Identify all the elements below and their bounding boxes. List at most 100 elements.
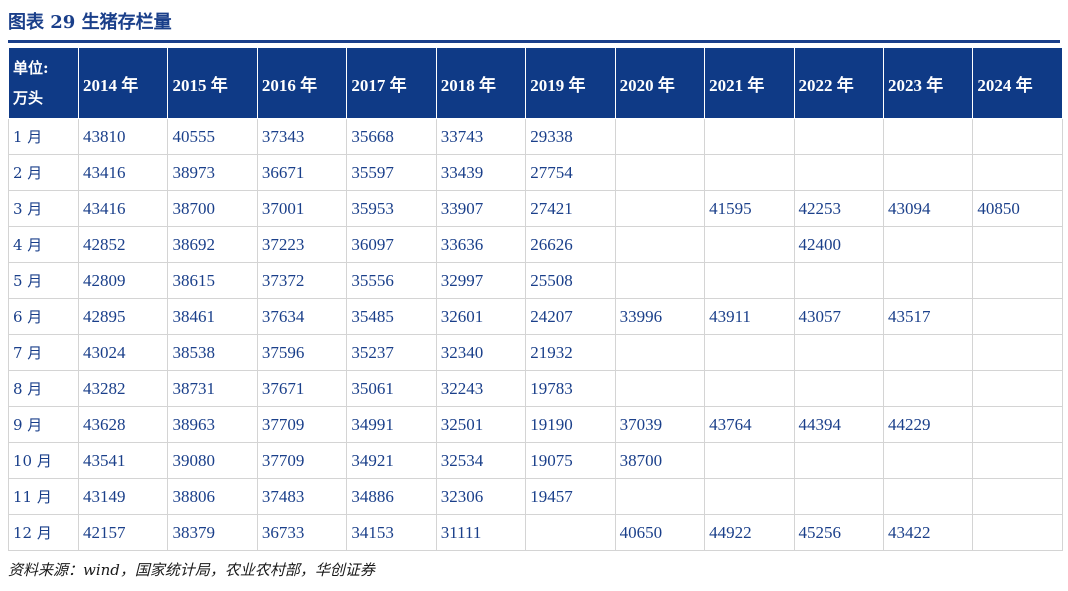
value-cell bbox=[704, 370, 795, 407]
value-cell bbox=[972, 226, 1063, 263]
value-cell: 38461 bbox=[167, 298, 258, 335]
value-cell bbox=[704, 478, 795, 515]
month-label-cell: 11 月 bbox=[8, 478, 79, 515]
value-cell: 43517 bbox=[882, 298, 974, 335]
value-cell bbox=[793, 154, 884, 191]
value-cell: 37634 bbox=[256, 298, 348, 335]
value-cell: 35668 bbox=[346, 118, 437, 155]
value-cell bbox=[972, 514, 1063, 551]
year-header-cell: 2019 年 bbox=[525, 47, 616, 119]
value-cell: 43764 bbox=[704, 406, 795, 443]
table-row: 2 月 43416 38973 36671 35597 33439 27754 bbox=[8, 154, 1063, 191]
value-cell bbox=[614, 154, 706, 191]
value-cell bbox=[972, 154, 1063, 191]
value-cell bbox=[882, 370, 974, 407]
value-cell: 27754 bbox=[525, 154, 616, 191]
value-cell: 38700 bbox=[167, 190, 258, 227]
value-cell: 32997 bbox=[435, 262, 527, 299]
year-header-cell: 2023 年 bbox=[882, 47, 974, 119]
table-body: 1 月 43810 40555 37343 35668 33743 29338 2 月 4341… bbox=[8, 118, 1063, 551]
value-cell: 35237 bbox=[346, 334, 437, 371]
value-cell: 34153 bbox=[346, 514, 437, 551]
value-cell: 43628 bbox=[77, 406, 169, 443]
value-cell: 43057 bbox=[793, 298, 884, 335]
hog-inventory-table: 单位: 万头 2014 年 2015 年 2016 年 2017 年 2018 年 2019… bbox=[8, 47, 1063, 551]
table-row: 6 月 42895 38461 37634 35485 32601 24207 33996 43… bbox=[8, 298, 1063, 335]
value-cell: 43094 bbox=[882, 190, 974, 227]
value-cell: 37001 bbox=[256, 190, 348, 227]
value-cell bbox=[525, 514, 616, 551]
value-cell: 31111 bbox=[435, 514, 527, 551]
year-header-cell: 2020 年 bbox=[614, 47, 706, 119]
month-label-cell: 8 月 bbox=[8, 370, 79, 407]
value-cell bbox=[793, 334, 884, 371]
value-cell bbox=[704, 226, 795, 263]
year-header-cell: 2018 年 bbox=[435, 47, 527, 119]
value-cell: 43911 bbox=[704, 298, 795, 335]
value-cell: 39080 bbox=[167, 442, 258, 479]
value-cell bbox=[882, 154, 974, 191]
value-cell bbox=[793, 478, 884, 515]
value-cell: 26626 bbox=[525, 226, 616, 263]
year-header-cell: 2016 年 bbox=[256, 47, 348, 119]
value-cell bbox=[793, 370, 884, 407]
figure-title: 图表 29 生猪存栏量 bbox=[8, 12, 172, 33]
value-cell: 32306 bbox=[435, 478, 527, 515]
value-cell: 38731 bbox=[167, 370, 258, 407]
value-cell: 37709 bbox=[256, 406, 348, 443]
value-cell: 37223 bbox=[256, 226, 348, 263]
value-cell: 42157 bbox=[77, 514, 169, 551]
value-cell: 32534 bbox=[435, 442, 527, 479]
value-cell bbox=[614, 370, 706, 407]
value-cell bbox=[614, 262, 706, 299]
value-cell bbox=[793, 118, 884, 155]
year-header-cell: 2021 年 bbox=[704, 47, 795, 119]
value-cell: 43024 bbox=[77, 334, 169, 371]
value-cell: 37343 bbox=[256, 118, 348, 155]
table-row: 1 月 43810 40555 37343 35668 33743 29338 bbox=[8, 118, 1063, 155]
month-label-cell: 1 月 bbox=[8, 118, 79, 155]
month-label-cell: 7 月 bbox=[8, 334, 79, 371]
value-cell bbox=[614, 226, 706, 263]
value-cell bbox=[704, 334, 795, 371]
value-cell: 19783 bbox=[525, 370, 616, 407]
value-cell: 37671 bbox=[256, 370, 348, 407]
value-cell: 43541 bbox=[77, 442, 169, 479]
unit-label-line2: 万头 bbox=[13, 89, 44, 107]
value-cell: 33636 bbox=[435, 226, 527, 263]
value-cell: 42852 bbox=[77, 226, 169, 263]
value-cell bbox=[793, 262, 884, 299]
value-cell: 42895 bbox=[77, 298, 169, 335]
value-cell bbox=[972, 478, 1063, 515]
year-header-cell: 2014 年 bbox=[77, 47, 169, 119]
value-cell bbox=[972, 406, 1063, 443]
value-cell bbox=[972, 370, 1063, 407]
value-cell bbox=[614, 118, 706, 155]
value-cell: 29338 bbox=[525, 118, 616, 155]
year-header-cell: 2024 年 bbox=[972, 47, 1063, 119]
value-cell bbox=[704, 262, 795, 299]
value-cell bbox=[882, 262, 974, 299]
value-cell: 35061 bbox=[346, 370, 437, 407]
value-cell: 38538 bbox=[167, 334, 258, 371]
value-cell: 36733 bbox=[256, 514, 348, 551]
title-divider bbox=[8, 40, 1060, 43]
value-cell: 38973 bbox=[167, 154, 258, 191]
table-row: 4 月 42852 38692 37223 36097 33636 26626 42400 bbox=[8, 226, 1063, 263]
value-cell: 19075 bbox=[525, 442, 616, 479]
unit-label-line1: 单位: bbox=[13, 59, 49, 77]
value-cell: 42253 bbox=[793, 190, 884, 227]
value-cell: 43282 bbox=[77, 370, 169, 407]
value-cell: 40650 bbox=[614, 514, 706, 551]
value-cell bbox=[704, 442, 795, 479]
value-cell: 36671 bbox=[256, 154, 348, 191]
value-cell: 43810 bbox=[77, 118, 169, 155]
value-cell bbox=[793, 442, 884, 479]
value-cell: 35485 bbox=[346, 298, 437, 335]
unit-header-cell: 单位: 万头 bbox=[8, 47, 79, 119]
value-cell bbox=[614, 190, 706, 227]
value-cell bbox=[972, 298, 1063, 335]
value-cell: 35953 bbox=[346, 190, 437, 227]
month-label-cell: 5 月 bbox=[8, 262, 79, 299]
value-cell: 33907 bbox=[435, 190, 527, 227]
